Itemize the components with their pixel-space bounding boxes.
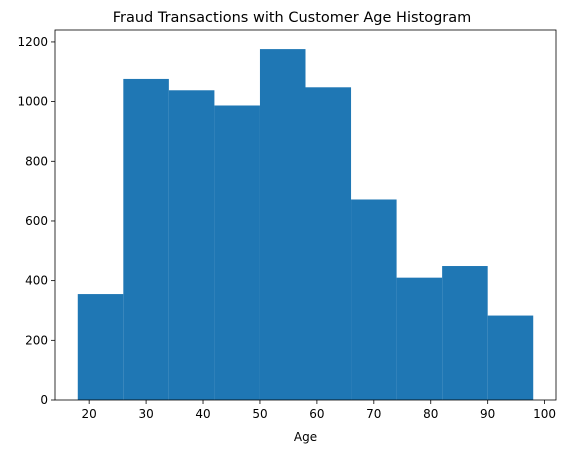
x-tick-label: 70: [366, 407, 381, 421]
x-tick-label: 20: [82, 407, 97, 421]
x-tick-label: 50: [252, 407, 267, 421]
y-tick-label: 600: [25, 214, 48, 228]
plot-frame: [54, 29, 557, 401]
chart-title: Fraud Transactions with Customer Age His…: [113, 10, 472, 26]
x-tick-label: 100: [533, 407, 556, 421]
histogram-bar: [442, 266, 488, 400]
x-axis-label: Age: [294, 430, 317, 444]
x-tick-label: 40: [195, 407, 210, 421]
x-tick-label: 30: [138, 407, 153, 421]
y-tick-label: 800: [25, 154, 48, 168]
histogram-bar: [396, 277, 443, 400]
histogram-bar: [351, 199, 397, 400]
y-axis: 0 200 400 600 800 1000 1200: [17, 35, 55, 407]
x-tick-label: 80: [423, 407, 438, 421]
histogram-bar: [123, 78, 169, 400]
x-tick-label: 60: [309, 407, 324, 421]
y-tick-label: 200: [25, 333, 48, 347]
histogram-bar: [77, 294, 124, 400]
histogram-bar: [305, 87, 352, 401]
y-tick-label: 1200: [17, 35, 48, 49]
histogram-bar: [214, 105, 260, 400]
histogram-bar: [259, 49, 306, 401]
x-tick-label: 90: [480, 407, 495, 421]
histogram-bars: [77, 49, 534, 401]
histogram-bar: [168, 90, 215, 400]
histogram-bar: [487, 315, 534, 400]
y-tick-label: 400: [25, 274, 48, 288]
y-tick-label: 0: [40, 393, 48, 407]
y-tick-label: 1000: [17, 95, 48, 109]
x-axis: 20 30 40 50 60 70 80 90 100: [82, 400, 556, 421]
